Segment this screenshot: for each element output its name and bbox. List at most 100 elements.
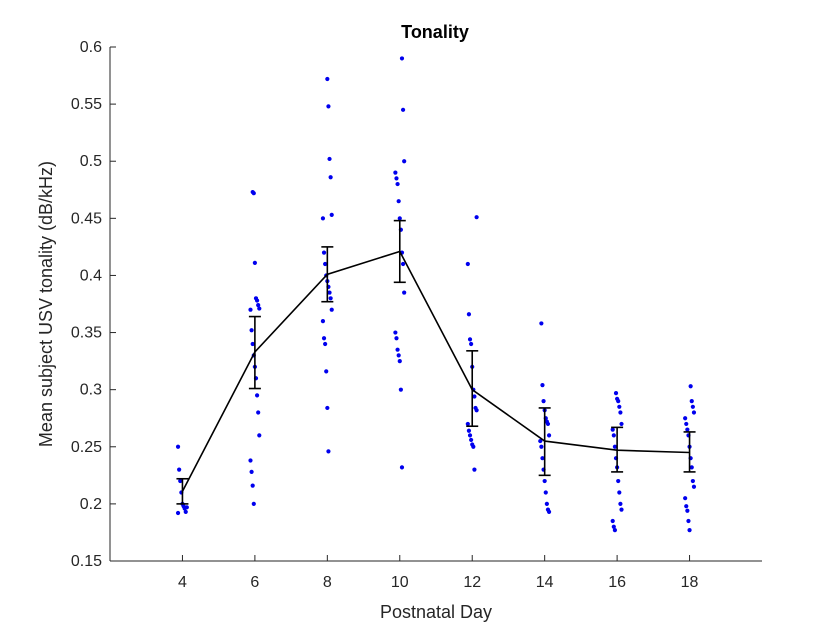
chart-title: Tonality	[401, 22, 469, 42]
y-tick-label: 0.4	[80, 267, 102, 284]
data-point	[323, 261, 328, 267]
data-point	[323, 341, 328, 347]
data-point	[251, 501, 256, 506]
data-point	[611, 524, 616, 529]
data-point	[252, 260, 257, 265]
data-point	[688, 384, 693, 389]
data-point	[466, 428, 472, 433]
data-point	[251, 191, 256, 196]
data-point	[686, 518, 691, 524]
data-point	[540, 382, 545, 388]
data-point	[254, 393, 260, 398]
data-point	[329, 212, 334, 218]
data-point	[396, 353, 401, 358]
y-ticks: 0.15 0.2 0.25 0.3 0.35 0.4 0.45 0.5 0.55 0.6	[71, 39, 116, 570]
y-tick-label: 0.15	[71, 553, 102, 570]
data-point	[393, 330, 398, 335]
y-tick-label: 0.55	[71, 96, 102, 113]
data-point	[472, 467, 477, 472]
data-point	[328, 296, 333, 301]
data-point	[325, 76, 330, 82]
data-point	[690, 404, 695, 409]
data-point	[320, 216, 326, 221]
data-point	[393, 170, 398, 175]
y-tick-label: 0.35	[71, 325, 102, 342]
x-tick-label: 16	[608, 574, 626, 591]
data-point	[472, 394, 477, 399]
data-point	[327, 156, 332, 162]
x-tick-label: 14	[536, 574, 554, 591]
data-point	[691, 410, 697, 415]
data-point	[400, 107, 406, 112]
mean-line	[181, 250, 690, 492]
data-point	[178, 478, 183, 484]
data-point	[610, 518, 615, 524]
data-point	[328, 175, 333, 180]
data-point	[610, 427, 615, 432]
data-point	[248, 307, 253, 312]
data-point	[183, 509, 188, 514]
data-point	[617, 404, 622, 409]
data-point	[619, 507, 624, 512]
data-point	[690, 478, 695, 484]
data-point	[541, 398, 546, 404]
data-point	[325, 405, 330, 411]
data-point	[612, 444, 618, 449]
data-point	[543, 490, 548, 495]
axes	[109, 47, 762, 562]
y-tick-label: 0.3	[80, 382, 102, 399]
data-point	[467, 337, 473, 342]
data-point	[394, 176, 399, 181]
data-point	[324, 369, 329, 374]
data-point	[326, 449, 331, 454]
data-point	[616, 398, 621, 404]
x-tick-label: 12	[463, 574, 481, 591]
data-point	[395, 181, 400, 187]
x-tick-label: 8	[323, 574, 332, 591]
x-tick-label: 6	[250, 574, 259, 591]
data-point	[689, 465, 694, 470]
x-tick-label: 4	[178, 574, 187, 591]
data-point	[466, 312, 472, 317]
data-point	[687, 528, 692, 533]
data-point	[474, 215, 479, 220]
y-tick-label: 0.5	[80, 153, 102, 170]
data-point	[471, 444, 476, 449]
data-point	[617, 490, 622, 495]
data-point	[394, 336, 399, 341]
data-point	[539, 444, 544, 449]
data-point	[542, 478, 547, 484]
data-point	[619, 421, 624, 427]
data-point	[465, 421, 470, 427]
data-point	[689, 398, 694, 404]
data-point	[326, 104, 331, 109]
data-point	[327, 290, 332, 295]
data-point	[257, 306, 262, 311]
data-point	[184, 505, 189, 510]
data-point	[467, 433, 473, 438]
x-tick-label: 18	[681, 574, 699, 591]
data-point	[616, 478, 621, 484]
data-point	[685, 427, 690, 432]
data-point	[395, 347, 400, 352]
data-point	[400, 261, 406, 267]
data-point	[320, 319, 326, 324]
data-point	[175, 444, 181, 449]
data-point	[539, 321, 544, 326]
data-point	[402, 290, 407, 295]
data-point	[396, 199, 401, 204]
data-point	[398, 387, 403, 392]
data-point	[684, 421, 689, 427]
mean-line-group	[176, 219, 696, 505]
data-point	[321, 250, 327, 255]
data-point	[402, 159, 407, 164]
data-point	[546, 433, 552, 438]
data-point	[469, 341, 474, 347]
data-point	[613, 390, 619, 396]
data-point	[684, 504, 689, 509]
data-point	[250, 341, 255, 347]
data-point	[611, 433, 616, 438]
y-tick-label: 0.2	[80, 496, 102, 513]
data-point	[618, 410, 623, 415]
data-point	[248, 458, 253, 463]
